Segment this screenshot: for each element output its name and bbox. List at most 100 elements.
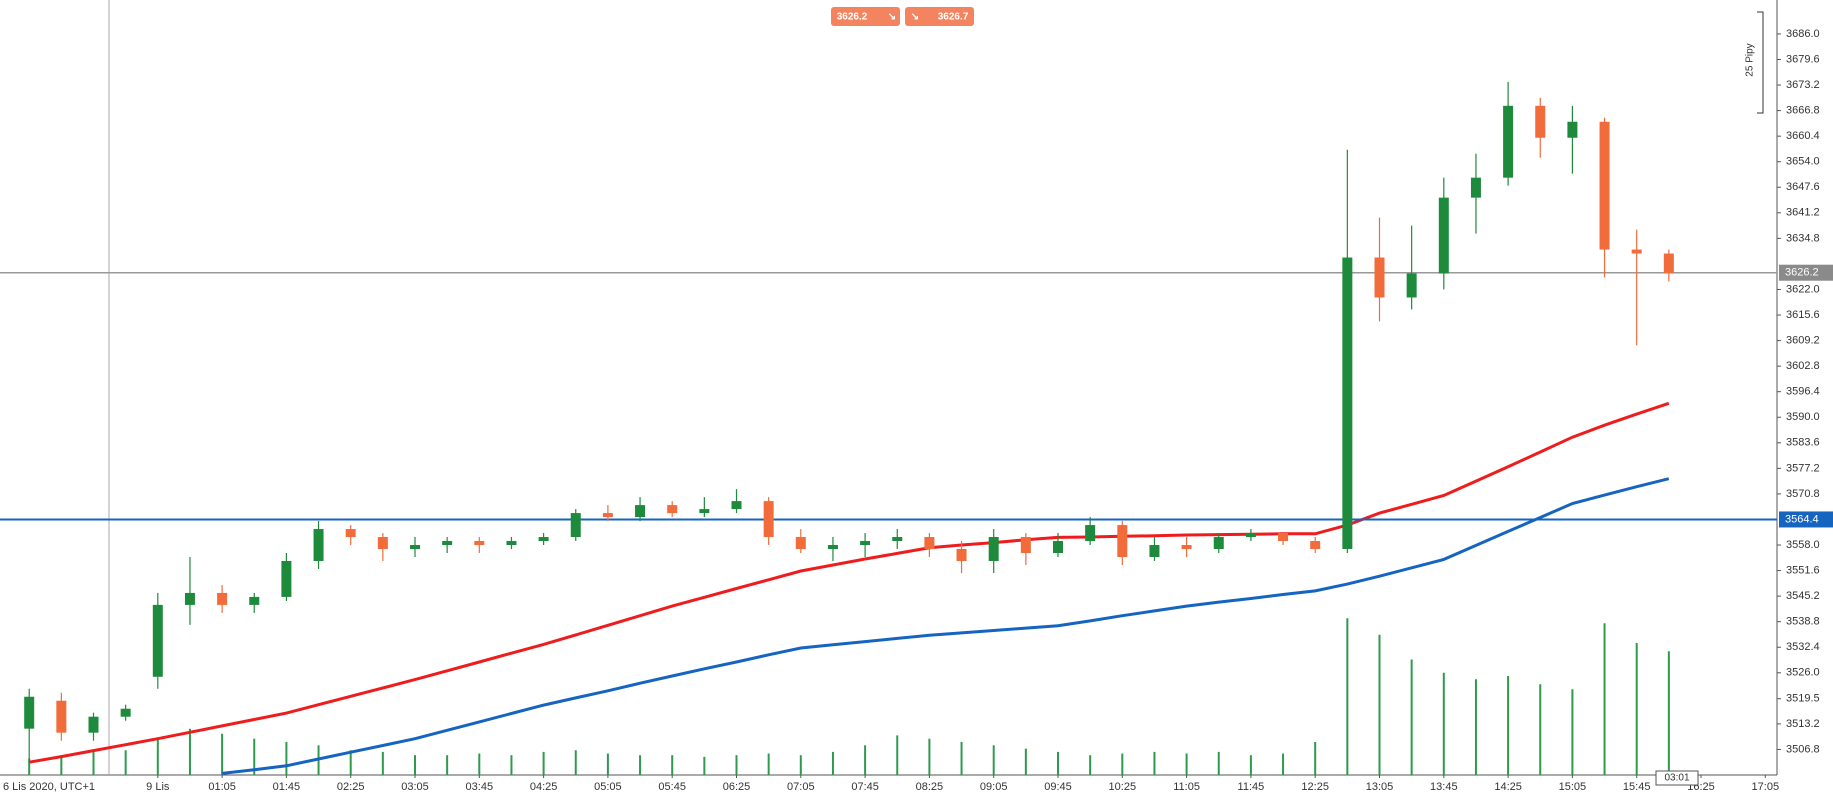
candle-body	[795, 537, 806, 550]
candle-body	[152, 604, 163, 677]
y-tick-label: 3673.2	[1786, 79, 1820, 91]
x-tick-label: 01:45	[273, 781, 301, 793]
sell-price[interactable]: 3626.2	[837, 12, 868, 23]
y-tick-label: 3666.8	[1786, 105, 1820, 117]
buy-button[interactable]: ↘ 3626.7	[905, 7, 974, 26]
candle-body	[1085, 525, 1096, 542]
y-tick-label: 3609.2	[1786, 334, 1820, 346]
y-tick-label: 3596.4	[1786, 386, 1820, 398]
candle-body	[24, 696, 35, 729]
x-tick-label: 02:25	[337, 781, 365, 793]
candle-body	[538, 537, 549, 542]
candle-body	[667, 505, 678, 514]
x-tick-label: 13:05	[1366, 781, 1394, 793]
x-tick-label: 04:25	[530, 781, 558, 793]
level-label-box	[1779, 511, 1833, 528]
candle-body	[410, 545, 420, 550]
candle-body	[1567, 121, 1578, 138]
y-tick-label: 3513.2	[1786, 718, 1820, 730]
candle-body	[1310, 541, 1321, 550]
x-tick-label: 08:25	[916, 781, 944, 793]
candle-body	[602, 513, 613, 518]
candle-body	[281, 560, 292, 597]
sell-button-bg[interactable]	[831, 7, 900, 26]
x-tick-label: 09:45	[1044, 781, 1072, 793]
y-tick-label: 3577.2	[1786, 462, 1820, 474]
x-tick-label: 15:05	[1559, 781, 1587, 793]
candle-body	[120, 708, 131, 717]
x-tick-label: 09:05	[980, 781, 1008, 793]
y-tick-label: 3615.6	[1786, 309, 1820, 321]
candle-body	[699, 509, 710, 514]
x-tick-label: 14:25	[1494, 781, 1522, 793]
x-tick-label: 06:25	[723, 781, 751, 793]
y-tick-label: 3570.8	[1786, 488, 1820, 500]
ruler-label: 25 Pipy	[1745, 43, 1756, 76]
candle-body	[635, 505, 646, 518]
candle-body	[1374, 257, 1385, 298]
sell-arrow: ↘	[888, 12, 896, 23]
candle-body	[1245, 533, 1256, 538]
candle-body	[860, 541, 871, 546]
candle-body	[184, 592, 195, 605]
x-tick-label: 12:25	[1301, 781, 1329, 793]
x-tick-label: 05:05	[594, 781, 622, 793]
x-tick-label: 6 Lis 2020, UTC+1	[3, 781, 95, 793]
y-tick-label: 3526.0	[1786, 667, 1820, 679]
bid-label-box	[1779, 264, 1833, 281]
ruler-bracket	[1757, 11, 1764, 114]
y-tick-label: 3634.8	[1786, 232, 1820, 244]
y-tick-label: 3654.0	[1786, 156, 1820, 168]
candle-body	[217, 592, 228, 605]
buy-price[interactable]: 3626.7	[938, 12, 969, 23]
y-tick-label: 3532.4	[1786, 641, 1820, 653]
candle-body	[1181, 545, 1192, 550]
candle-body	[1503, 105, 1514, 178]
buy-arrow: ↘	[911, 12, 919, 23]
candle-body	[474, 541, 485, 546]
candle-body	[1278, 533, 1289, 542]
x-tick-label: 10:25	[1109, 781, 1137, 793]
candle-body	[249, 596, 260, 605]
sell-button[interactable]: 3626.2 ↘	[831, 7, 900, 26]
candle-body	[345, 529, 356, 538]
candle-body	[1149, 545, 1160, 557]
y-tick-label: 3538.8	[1786, 616, 1820, 628]
candle-body	[1053, 541, 1063, 554]
x-tick-label: 9 Lis	[146, 781, 170, 793]
y-tick-label: 3590.0	[1786, 411, 1820, 423]
y-tick-label: 3545.2	[1786, 590, 1820, 602]
x-tick-label: 01:05	[208, 781, 236, 793]
candle-body	[88, 716, 99, 733]
candle-body	[1663, 253, 1674, 274]
x-tick-label: 11:45	[1238, 781, 1265, 793]
x-tick-label: 07:05	[787, 781, 815, 793]
countdown-box	[1655, 770, 1699, 786]
y-tick-label: 3679.6	[1786, 53, 1820, 65]
candle-body	[988, 537, 999, 561]
candle-body	[1117, 525, 1128, 557]
candle-body	[1535, 105, 1546, 138]
y-tick-label: 3641.2	[1786, 207, 1820, 219]
candle-body	[313, 529, 324, 561]
countdown: 03:01	[1664, 773, 1689, 784]
candle-body	[1342, 257, 1353, 550]
moving-average-line	[28, 401, 1670, 764]
candle-body	[763, 501, 774, 538]
x-tick-label: 11:05	[1173, 781, 1200, 793]
bid-label: 3626.2	[1785, 267, 1819, 279]
candle-body	[827, 545, 838, 550]
candle-body	[377, 537, 388, 550]
level-label: 3564.4	[1785, 513, 1819, 525]
candle-body	[1599, 121, 1610, 250]
x-tick-label: 03:05	[401, 781, 429, 793]
candle-body	[1213, 537, 1224, 550]
candle-body	[1020, 537, 1031, 554]
x-tick-label: 17:05	[1752, 781, 1780, 793]
candle-body	[56, 700, 67, 733]
buy-button-bg[interactable]	[905, 7, 974, 26]
y-tick-label: 3519.5	[1786, 693, 1820, 705]
candle-body	[956, 549, 967, 561]
